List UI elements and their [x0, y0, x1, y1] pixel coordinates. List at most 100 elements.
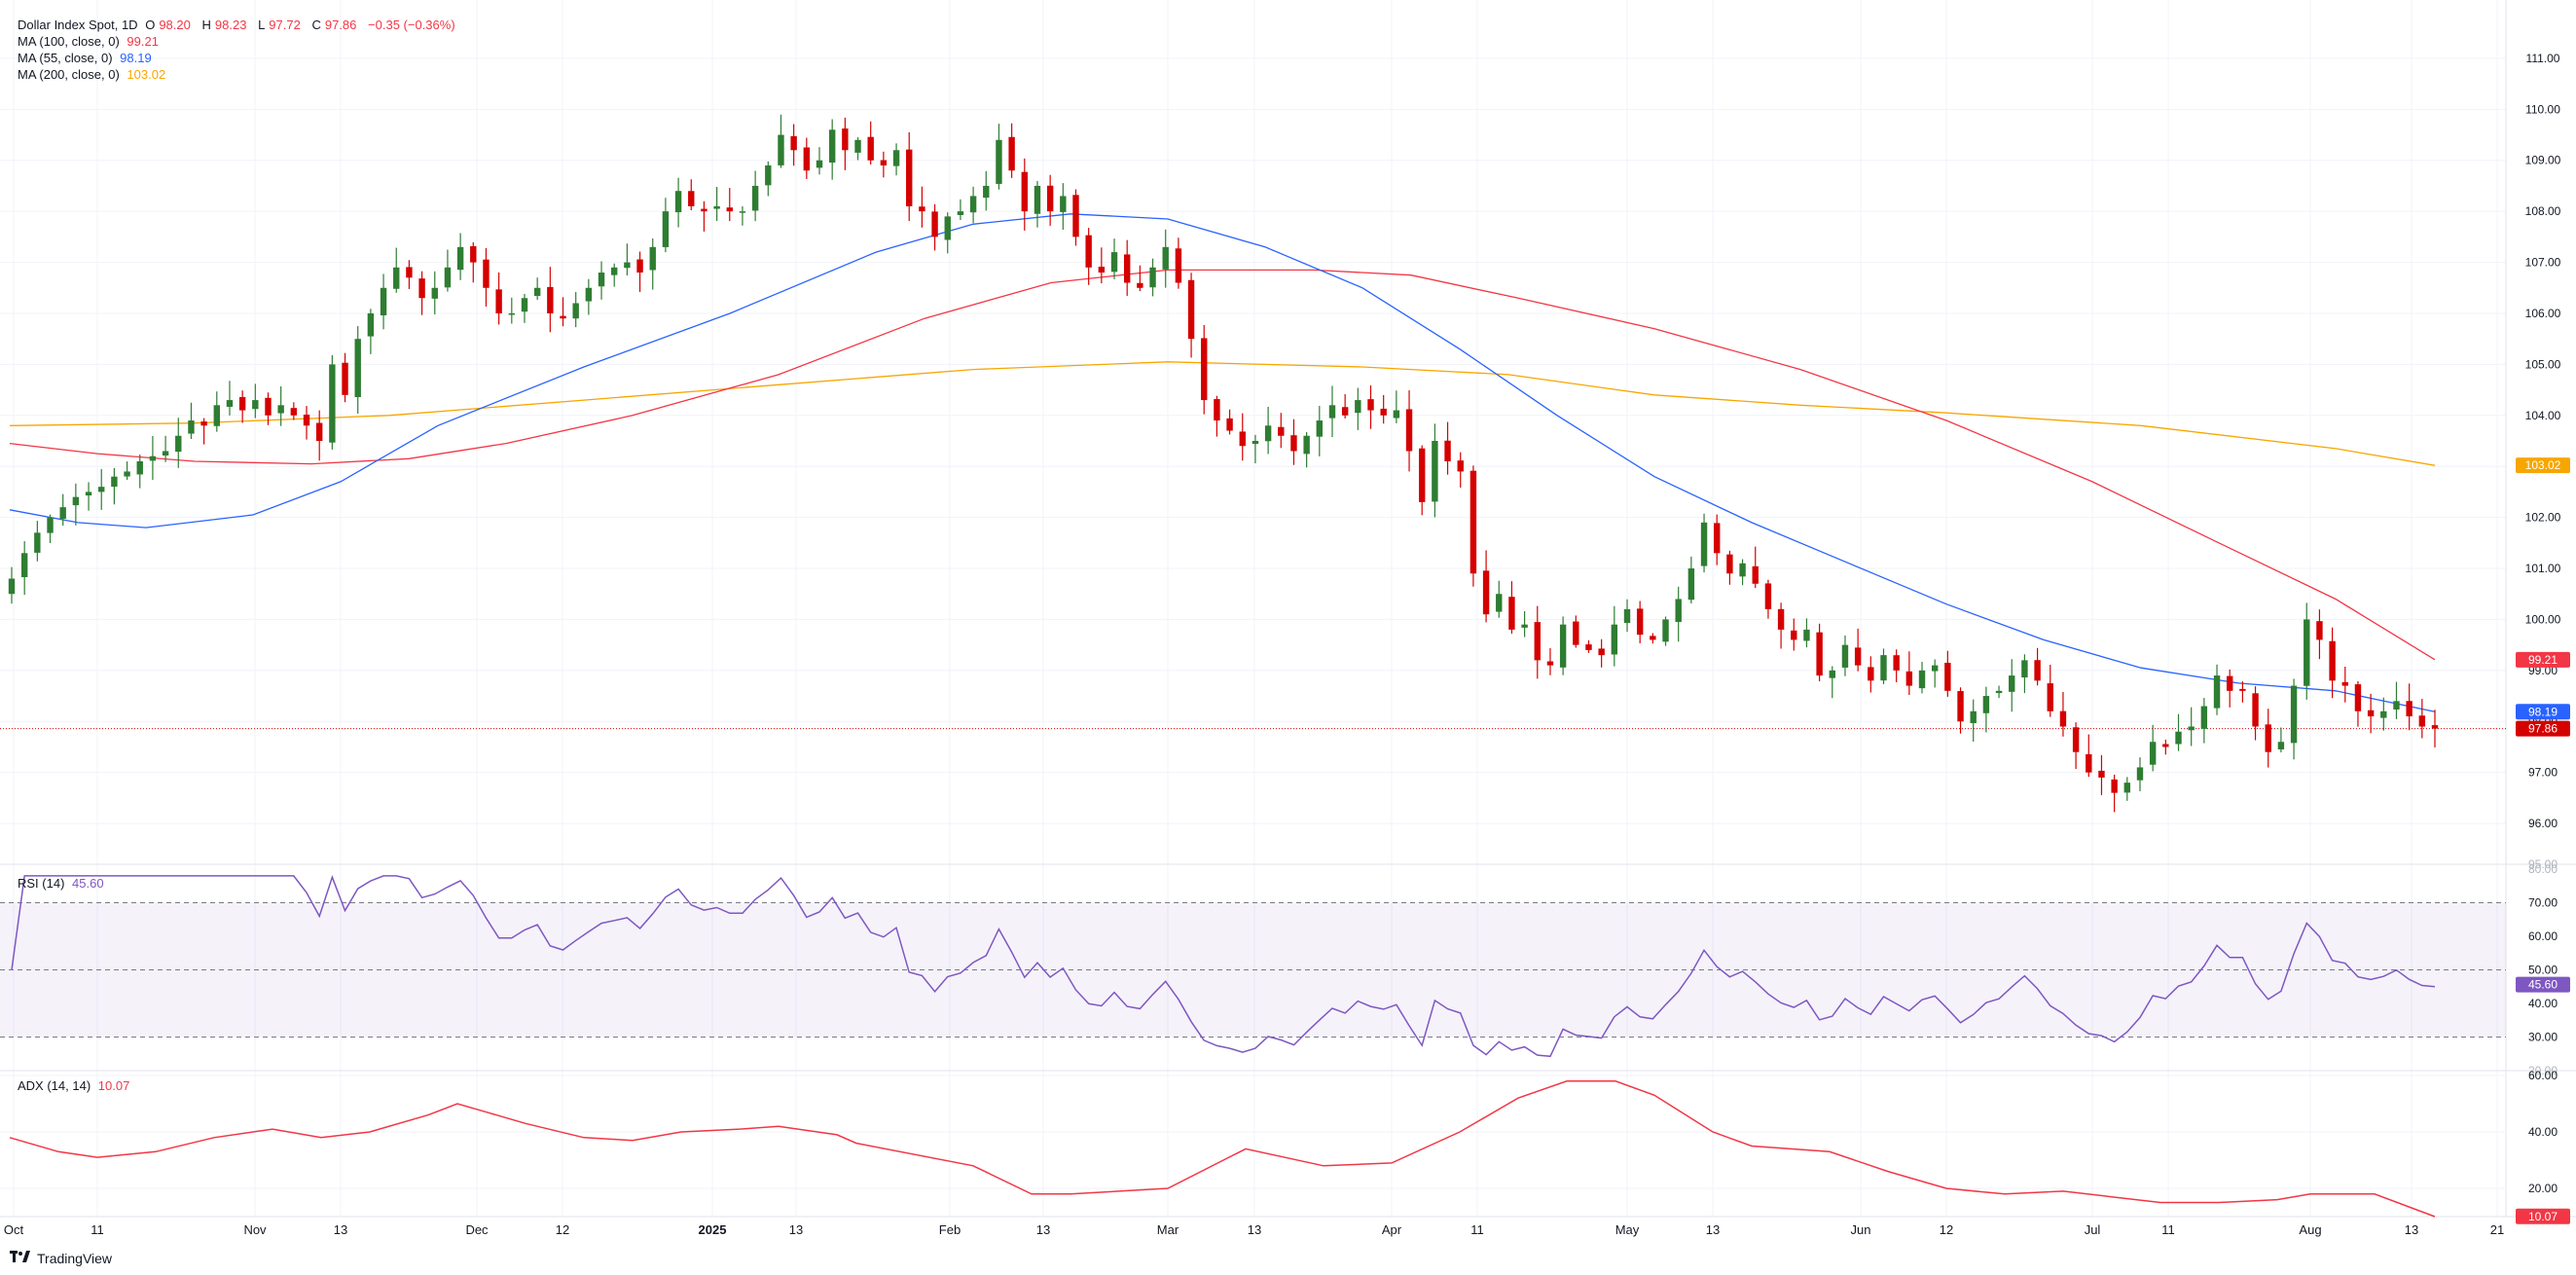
candle-body	[2009, 675, 2015, 692]
candle-body	[2354, 684, 2362, 711]
candle-body	[1905, 671, 1913, 686]
candle-body	[1149, 267, 1156, 288]
ma100-legend[interactable]: MA (100, close, 0) 99.21	[18, 33, 163, 50]
candle-body	[2304, 619, 2310, 686]
x-tick-label: 12	[556, 1222, 569, 1237]
candle-body	[944, 216, 951, 240]
adx-tick-label: 40.00	[2528, 1125, 2558, 1139]
rsi-tick-label: 80.00	[2528, 862, 2558, 876]
candle-body	[1944, 662, 1951, 691]
candle-body	[1675, 599, 1682, 623]
candle-body	[1636, 608, 1644, 636]
candle-body	[1393, 410, 1400, 419]
x-tick-label: 21	[2490, 1222, 2504, 1237]
candle-body	[1110, 252, 1118, 273]
candle-body	[1239, 431, 1246, 447]
ma100-line	[9, 269, 2436, 661]
adx-line	[9, 1080, 2436, 1218]
candle-body	[1187, 279, 1195, 340]
ma200-legend[interactable]: MA (200, close, 0) 103.02	[18, 66, 169, 83]
candle-body	[1714, 523, 1721, 554]
candle-body	[20, 553, 28, 577]
y-tick-label: 104.00	[2525, 409, 2561, 422]
candle-body	[1791, 630, 1797, 640]
candle-body	[816, 160, 823, 168]
rsi-value: 45.60	[72, 876, 104, 891]
candle-body	[2213, 675, 2221, 709]
tradingview-brand[interactable]: TradingView	[10, 1250, 112, 1266]
x-tick-label: Apr	[1382, 1222, 1402, 1237]
candle-body	[1419, 448, 1426, 502]
candle-body	[1175, 248, 1182, 283]
y-tick-label: 95.00	[2528, 857, 2558, 871]
tradingview-logo-icon	[10, 1250, 31, 1266]
candle-body	[2393, 701, 2400, 710]
main-legend[interactable]: Dollar Index Spot, 1D O 98.20 H 98.23 L 97.…	[18, 17, 459, 33]
candle-body	[1482, 570, 1490, 615]
candle-body	[828, 129, 836, 164]
rsi-legend[interactable]: RSI (14) 45.60	[18, 875, 108, 892]
x-tick-label: 13	[334, 1222, 347, 1237]
adx-label: ADX (14, 14)	[18, 1078, 91, 1093]
candle-body	[47, 517, 54, 533]
high-label: H 98.23	[201, 18, 247, 32]
candle-body	[1137, 282, 1143, 288]
y-tick-label: 105.00	[2525, 357, 2561, 371]
candle-body	[2059, 710, 2067, 727]
ma55-legend[interactable]: MA (55, close, 0) 98.19	[18, 50, 156, 66]
x-tick-label: 12	[1940, 1222, 1953, 1237]
candle-body	[1726, 554, 1733, 574]
candle-body	[2200, 706, 2208, 729]
ma55-badge-label: 98.19	[2528, 705, 2558, 718]
candle-body	[688, 191, 695, 206]
candle-body	[175, 435, 182, 453]
candle-body	[1598, 648, 1605, 656]
y-tick-label: 107.00	[2525, 256, 2561, 270]
x-tick-label: 13	[1706, 1222, 1720, 1237]
candle-body	[1700, 522, 1708, 566]
grid-layer	[0, 0, 2506, 1217]
y-tick-label: 101.00	[2525, 562, 2561, 575]
last-close-badge	[2516, 720, 2570, 737]
candle-body	[2047, 683, 2053, 711]
candle-body	[329, 364, 336, 443]
candle-body	[1508, 597, 1515, 630]
x-tick-label: 13	[1248, 1222, 1261, 1237]
candle-body	[111, 476, 118, 488]
x-tick-label: May	[1615, 1222, 1640, 1237]
candle-body	[1034, 185, 1041, 214]
moving-averages	[0, 213, 2506, 730]
candle-body	[124, 471, 130, 477]
candle-body	[1534, 622, 1541, 661]
candle-body	[957, 211, 964, 215]
candle-body	[1650, 636, 1656, 640]
rsi-tick-label: 60.00	[2528, 929, 2558, 943]
candle-body	[1098, 267, 1106, 273]
ma55-line	[9, 213, 2436, 712]
candle-body	[2086, 753, 2092, 773]
candle-body	[1444, 440, 1451, 461]
candle-body	[1162, 246, 1169, 270]
adx-tick-label: 60.00	[2528, 1069, 2558, 1082]
candle-body	[1739, 563, 1746, 577]
ma200-badge	[2516, 457, 2570, 474]
rsi-badge-label: 45.60	[2528, 978, 2558, 992]
candle-body	[85, 492, 92, 496]
candle-body	[739, 211, 746, 213]
candle-body	[456, 246, 464, 271]
candle-body	[533, 287, 541, 297]
adx-tick-label: 20.00	[2528, 1182, 2558, 1195]
candle-body	[1496, 594, 1503, 612]
candle-body	[1687, 568, 1695, 601]
candle-body	[406, 267, 413, 278]
candle-body	[1521, 624, 1528, 628]
candle-body	[2072, 727, 2080, 752]
adx-legend[interactable]: ADX (14, 14) 10.07	[18, 1077, 133, 1094]
rsi-tick-label: 30.00	[2528, 1031, 2558, 1044]
candle-body	[1457, 460, 1464, 472]
candle-body	[1046, 185, 1054, 212]
candle-body	[996, 139, 1002, 184]
candle-body	[1841, 644, 1849, 668]
candle-body	[560, 315, 566, 319]
